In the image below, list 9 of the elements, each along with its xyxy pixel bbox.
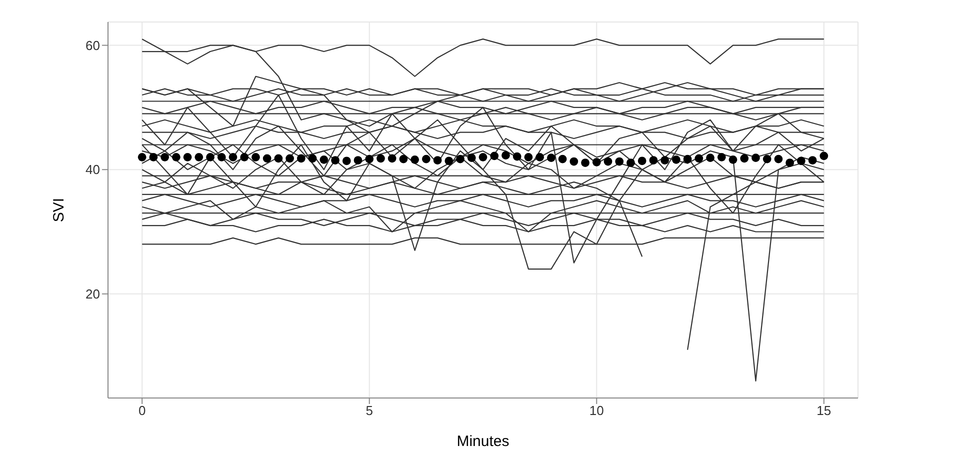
x-tick-label: 15 [816,403,832,418]
y-tick-label: 40 [86,162,100,178]
x-tick-label: 0 [138,403,146,418]
y-tick-label: 60 [86,38,100,53]
y-tick-label: 20 [86,286,100,302]
y-axis-title: SVI [50,198,68,222]
x-axis-title: Minutes [456,433,510,450]
x-tick-label: 5 [366,403,373,418]
x-tick-label: 10 [589,403,604,418]
